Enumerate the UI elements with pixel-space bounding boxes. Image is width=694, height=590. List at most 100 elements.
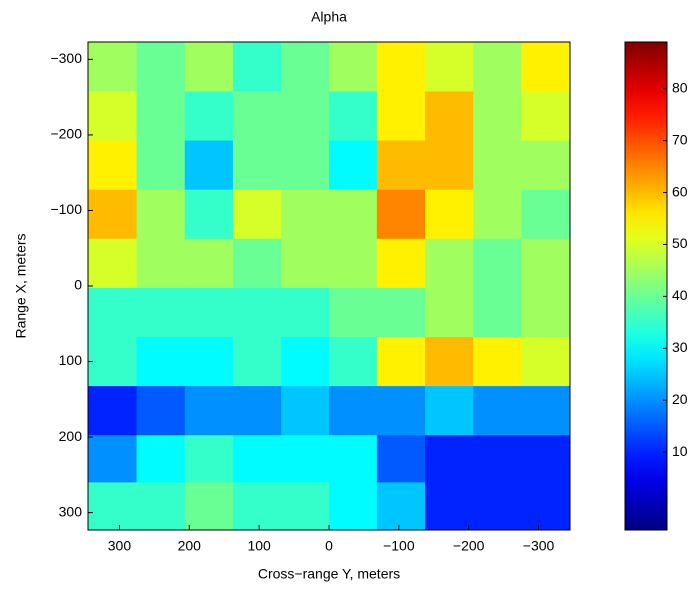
heatmap-cell [281,435,330,483]
y-axis-label: Range X, meters [13,233,29,338]
heatmap-cell [88,386,138,436]
colorbar-tick-label: 80 [672,79,688,95]
heatmap-cell [376,91,426,142]
heatmap-cell [136,42,186,92]
heatmap-cell [376,336,426,387]
heatmap-cell [136,482,186,531]
heatmap-cell [88,336,138,387]
heatmap-cell [376,287,426,338]
heatmap-cell [184,336,234,387]
heatmap-cell [425,189,474,240]
heatmap-cell [88,91,138,142]
heatmap-cell [184,386,234,436]
colorbar-tick-label: 60 [672,183,688,199]
heatmap-cell [136,435,186,483]
heatmap-cell [376,435,426,483]
heatmap-cell [232,287,282,338]
heatmap-cell [281,140,330,191]
colorbar-tick-label: 10 [672,443,688,459]
heatmap-cell [425,482,474,531]
heatmap-cell [136,287,186,338]
heatmap-cell [136,140,186,191]
heatmap-cell [473,482,522,531]
heatmap-cell [521,42,571,92]
heatmap-cell [376,482,426,531]
heatmap-cell [281,287,330,338]
heatmap-cell [521,336,571,387]
heatmap-cell [521,189,571,240]
heatmap-cell [329,189,378,240]
y-tick-label: 200 [59,428,83,444]
heatmap-cell [136,91,186,142]
heatmap-cell [473,91,522,142]
heatmap-cell [88,140,138,191]
x-tick-label: 100 [247,538,271,554]
heatmap-cell [376,238,426,289]
heatmap-cell [473,287,522,338]
heatmap-cell [473,42,522,92]
heatmap-cell [473,336,522,387]
heatmap-cell [136,386,186,436]
heatmap-cell [329,238,378,289]
x-axis-label: Cross−range Y, meters [258,566,400,582]
heatmap-cell [425,140,474,191]
heatmap-cell [232,336,282,387]
heatmap-cell [376,42,426,92]
colorbar-tick-label: 20 [672,391,688,407]
colorbar-tick-label: 50 [672,235,688,251]
chart-title: Alpha [311,9,347,25]
heatmap-cell [136,336,186,387]
heatmap-cell [232,91,282,142]
heatmap-cell [329,287,378,338]
heatmap-cell [473,238,522,289]
x-tick-label: 0 [325,538,333,554]
heatmap-cell [329,42,378,92]
heatmap-cell [521,482,571,531]
colorbar-tick-label: 30 [672,339,688,355]
heatmap-cell [425,42,474,92]
heatmap-cell [184,482,234,531]
heatmap-cell [425,386,474,436]
heatmap-cell [329,435,378,483]
heatmap-cell [184,42,234,92]
heatmap-cell [88,287,138,338]
heatmap-cell [281,189,330,240]
y-tick-label: 0 [74,277,82,293]
colorbar [624,41,668,531]
heatmap-cell [425,238,474,289]
heatmap-cell [281,336,330,387]
heatmap-cell [329,140,378,191]
x-tick-label: 200 [178,538,202,554]
heatmap-cell [184,238,234,289]
x-tick-label: −300 [523,538,555,554]
heatmap-cell [521,238,571,289]
heatmap-cell [281,386,330,436]
y-tick-label: −200 [50,126,82,142]
colorbar-tick-label: 70 [672,131,688,147]
heatmap-cell [329,336,378,387]
heatmap-cell [232,238,282,289]
colorbar-tick-label: 40 [672,287,688,303]
heatmap-cell [425,336,474,387]
heatmap-cell [473,386,522,436]
heatmap-cell [521,91,571,142]
heatmap-cell [329,482,378,531]
heatmap-cell [376,189,426,240]
heatmap-cell [232,386,282,436]
heatmap-cell [88,482,138,531]
heatmap-cell [281,482,330,531]
heatmap-cell [281,91,330,142]
y-tick-label: 100 [59,352,83,368]
heatmap-cell [281,42,330,92]
heatmap-cell [329,386,378,436]
heatmap-cell [88,189,138,240]
heatmap-cell [232,482,282,531]
heatmap-cell [521,287,571,338]
heatmap-cell [136,238,186,289]
heatmap-cell [521,140,571,191]
heatmap-cell [88,238,138,289]
heatmap-cell [425,287,474,338]
x-tick-label: 300 [108,538,132,554]
heatmap-cell [136,189,186,240]
